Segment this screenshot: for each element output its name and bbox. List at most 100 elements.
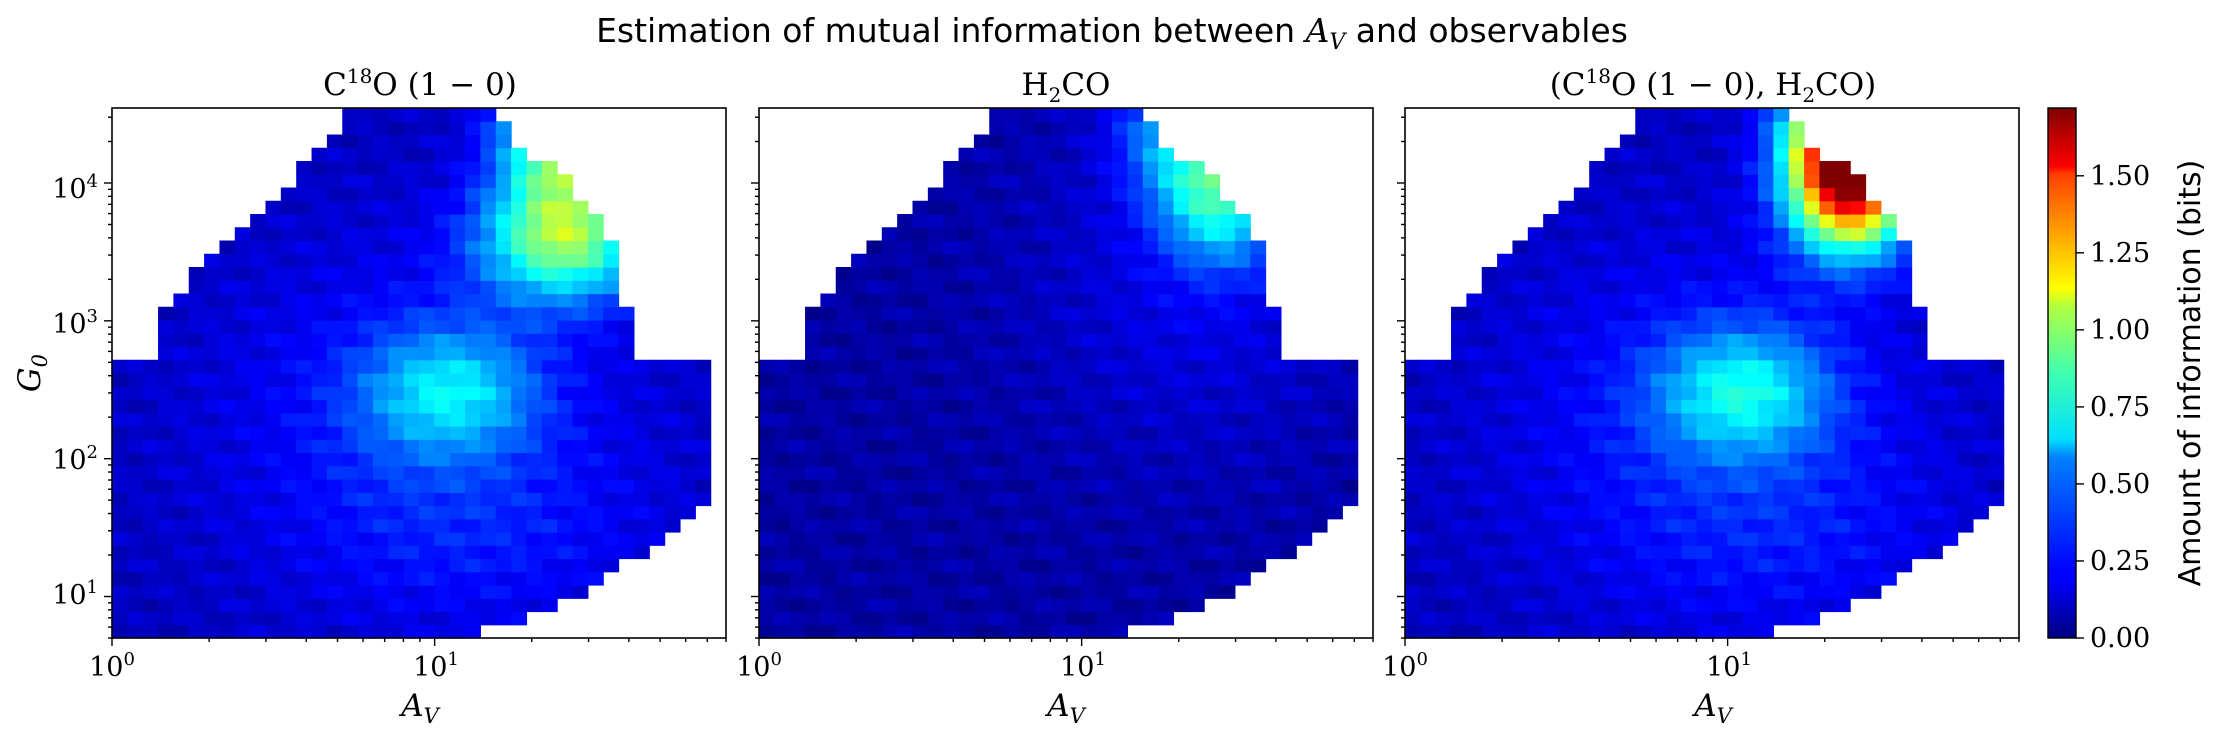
heatmap-cells-h2co — [759, 108, 1359, 639]
heatmap-cell — [1619, 187, 1636, 202]
heatmap-cell — [989, 426, 1006, 440]
heatmap-cell — [1926, 426, 1943, 440]
heatmap-cell — [419, 346, 435, 361]
heatmap-cell — [342, 333, 359, 348]
heatmap-cell — [434, 280, 451, 295]
heatmap-cell — [1604, 585, 1621, 599]
heatmap-cell — [897, 598, 914, 613]
heatmap-cell — [465, 214, 481, 228]
heatmap-cell — [326, 426, 343, 440]
heatmap-cell — [1604, 333, 1621, 348]
heatmap-cell — [234, 306, 251, 321]
heatmap-cell — [1127, 333, 1144, 348]
heatmap-cell — [204, 426, 221, 440]
heatmap-cell — [388, 333, 405, 348]
heatmap-cell — [511, 293, 528, 308]
heatmap-cell — [1420, 426, 1437, 440]
heatmap-cell — [1788, 359, 1805, 374]
heatmap-cell — [357, 359, 374, 374]
heatmap-cell — [1957, 452, 1974, 467]
heatmap-cell — [480, 611, 497, 626]
heatmap-cell — [1004, 359, 1021, 374]
heatmap-cell — [342, 465, 359, 480]
heatmap-cell — [526, 399, 543, 414]
heatmap-cell — [342, 253, 359, 268]
heatmap-cell — [1096, 532, 1113, 546]
heatmap-cell — [649, 426, 666, 440]
heatmap-cell — [1127, 346, 1144, 361]
heatmap-cell — [1896, 359, 1913, 374]
heatmap-cell — [158, 492, 174, 507]
heatmap-cell — [158, 426, 174, 440]
heatmap-cell — [1219, 465, 1236, 480]
heatmap-cell — [1342, 426, 1359, 440]
heatmap-cell — [1911, 492, 1928, 507]
heatmap-cell — [927, 386, 944, 401]
heatmap-cell — [1558, 532, 1575, 546]
heatmap-cell — [820, 333, 837, 348]
heatmap-cell — [695, 399, 712, 414]
heatmap-cell — [1342, 386, 1359, 401]
heatmap-cell — [1250, 280, 1267, 295]
heatmap-cell — [1619, 373, 1636, 387]
heatmap-cell — [664, 412, 681, 427]
heatmap-cell — [1066, 598, 1082, 613]
panel-c18o: C18O (1 − 0) 100 101 101 102 103 104 AV … — [12, 64, 727, 728]
heatmap-cell — [465, 333, 481, 348]
heatmap-cell — [989, 558, 1006, 573]
heatmap-cell — [403, 585, 420, 599]
heatmap-cell — [1219, 293, 1236, 308]
heatmap-cell — [372, 624, 389, 639]
heatmap-cell — [1758, 492, 1774, 507]
heatmap-cell — [142, 558, 159, 573]
heatmap-cell — [1758, 571, 1774, 586]
heatmap-cell — [805, 452, 821, 467]
heatmap-cell — [296, 452, 313, 467]
heatmap-cell — [465, 320, 481, 334]
heatmap-cell — [1234, 306, 1251, 321]
heatmap-cell — [1158, 187, 1175, 202]
heatmap-cell — [388, 227, 405, 242]
heatmap-cell — [234, 571, 251, 586]
heatmap-cell — [1696, 585, 1713, 599]
heatmap-cell — [1819, 359, 1836, 374]
heatmap-cell — [250, 346, 267, 361]
heatmap-cell — [357, 121, 374, 136]
heatmap-cell — [1834, 346, 1851, 361]
heatmap-cell — [1066, 585, 1082, 599]
heatmap-cell — [1127, 439, 1144, 454]
heatmap-cell — [158, 333, 174, 348]
heatmap-cell — [633, 399, 650, 414]
heatmap-cell — [618, 333, 635, 348]
heatmap-cell — [633, 505, 650, 520]
heatmap-cell — [587, 373, 604, 387]
heatmap-cell — [342, 545, 359, 560]
heatmap-cell — [511, 386, 528, 401]
heatmap-cell — [1466, 545, 1483, 560]
heatmap-cell — [1650, 346, 1667, 361]
heatmap-cell — [1250, 359, 1267, 374]
heatmap-cell — [142, 571, 159, 586]
heatmap-cell — [943, 200, 960, 215]
heatmap-cell — [912, 452, 929, 467]
heatmap-cell — [1435, 585, 1452, 599]
heatmap-cell — [1326, 505, 1343, 520]
heatmap-cell — [1204, 545, 1221, 560]
heatmap-cell — [1880, 214, 1897, 228]
heatmap-cell — [1558, 373, 1575, 387]
heatmap-cell — [1742, 227, 1759, 242]
heatmap-cell — [1326, 479, 1343, 493]
heatmap-cell — [296, 161, 313, 175]
heatmap-cell — [1050, 346, 1067, 361]
heatmap-cell — [1435, 465, 1452, 480]
heatmap-cell — [1096, 200, 1113, 215]
heatmap-cell — [357, 426, 374, 440]
heatmap-cell — [388, 545, 405, 560]
heatmap-cell — [219, 465, 236, 480]
y-tick-label: 103 — [52, 306, 98, 340]
heatmap-cell — [1527, 505, 1544, 520]
heatmap-cell — [1096, 108, 1113, 122]
heatmap-cell — [1435, 373, 1452, 387]
heatmap-cell — [219, 320, 236, 334]
heatmap-cell — [250, 373, 267, 387]
